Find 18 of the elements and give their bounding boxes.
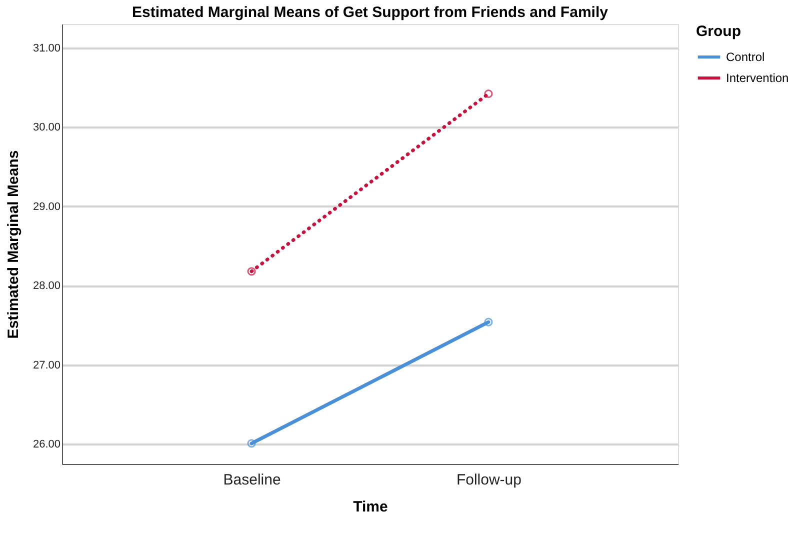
y-tick-label: 27.00 bbox=[32, 359, 60, 372]
y-tick-label: 26.00 bbox=[32, 438, 60, 451]
point bbox=[484, 318, 493, 326]
y-tick-label: 30.00 bbox=[32, 122, 60, 134]
chart-title: Estimated Marginal Means of Get Support from Friends and Family bbox=[132, 4, 609, 21]
y-tick-label: 29.00 bbox=[32, 200, 60, 213]
legend-label: Intervention bbox=[726, 71, 789, 85]
legend-title: Group bbox=[696, 23, 741, 40]
x-axis-title: Time bbox=[353, 498, 388, 516]
y-axis-title: Estimated Marginal Means bbox=[4, 150, 22, 339]
y-tick-label: 28.00 bbox=[32, 280, 60, 292]
point bbox=[484, 89, 493, 98]
point bbox=[247, 439, 256, 448]
y-tick-label: 31.00 bbox=[32, 42, 60, 54]
legend-label: Control bbox=[726, 50, 765, 64]
point bbox=[247, 267, 256, 276]
x-tick-label: Follow-up bbox=[456, 472, 522, 488]
x-tick-label: Baseline bbox=[223, 472, 281, 488]
